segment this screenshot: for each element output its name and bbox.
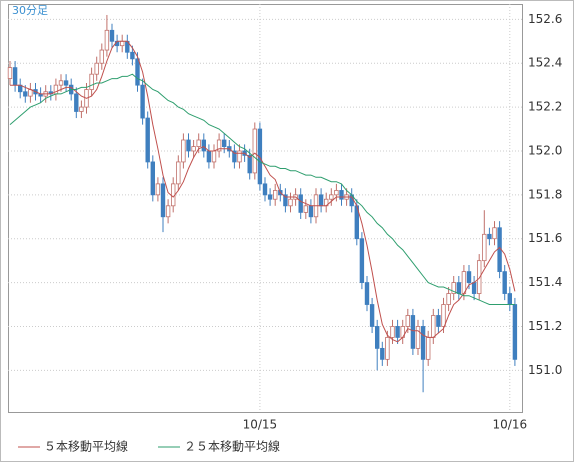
candle-body <box>502 271 507 294</box>
x-tick-label: 10/16 <box>493 418 528 432</box>
candle-body <box>476 260 482 294</box>
candle-body <box>425 337 431 360</box>
y-tick-label: 151.2 <box>528 319 562 333</box>
candle-body <box>7 67 13 79</box>
candle-body <box>23 91 28 97</box>
y-tick-label: 151.0 <box>528 363 562 377</box>
candle-body <box>456 282 461 294</box>
candle-body <box>120 40 125 47</box>
candle-body <box>334 190 339 196</box>
legend-label: ２５本移動平均線 <box>184 439 280 454</box>
candle-body <box>415 326 421 349</box>
candle-body <box>369 304 375 327</box>
candle-body <box>318 194 324 207</box>
candle-body <box>206 150 212 163</box>
candle-body <box>201 139 206 152</box>
candle-body <box>104 29 110 51</box>
candle-body <box>374 326 380 349</box>
candle-body <box>109 29 115 42</box>
candle-body <box>288 198 293 207</box>
candle-body <box>181 139 186 163</box>
candle-body <box>507 293 512 305</box>
candle-body <box>451 282 456 294</box>
candle-body <box>135 58 140 86</box>
candle-body <box>12 67 18 86</box>
candle-body <box>74 93 79 112</box>
candle-body <box>99 49 104 64</box>
y-tick-label: 152.2 <box>528 100 562 114</box>
y-tick-label: 151.6 <box>528 231 562 245</box>
candle-body <box>385 337 390 360</box>
legend-label: ５本移動平均線 <box>44 439 128 454</box>
y-tick-label: 151.4 <box>528 275 562 289</box>
candle-body <box>272 190 278 200</box>
candle-body <box>359 238 365 283</box>
candle-body <box>395 326 400 338</box>
candle-body <box>380 347 385 360</box>
candle-body <box>262 183 268 196</box>
candle-body <box>441 304 446 327</box>
candle-body <box>364 282 370 305</box>
candle-body <box>237 150 242 163</box>
candle-body <box>303 205 308 213</box>
candle-body <box>79 106 84 112</box>
candle-body <box>94 62 99 75</box>
candle-body <box>298 194 303 213</box>
candle-body <box>329 194 334 200</box>
candle-body <box>155 183 161 196</box>
candle-body <box>89 73 94 90</box>
candle-body <box>339 190 344 200</box>
candle-body <box>446 293 451 305</box>
candle-body <box>466 271 472 283</box>
candle-body <box>482 233 487 262</box>
candle-body <box>461 271 467 294</box>
candle-body <box>405 315 410 327</box>
candle-body <box>186 139 191 152</box>
candle-body <box>176 161 181 185</box>
chart-label: 30分足 <box>12 4 48 17</box>
candle-body <box>512 304 518 360</box>
candle-body <box>267 194 273 200</box>
candle-body <box>145 117 150 163</box>
candle-body <box>471 282 477 294</box>
y-tick-label: 152.4 <box>528 56 562 70</box>
candle-body <box>436 315 441 327</box>
ma-line <box>9 73 515 305</box>
candle-body <box>140 84 145 119</box>
candle-body <box>58 80 64 86</box>
y-tick-label: 151.8 <box>528 187 562 201</box>
candle-body <box>308 205 314 218</box>
candle-body <box>420 326 426 360</box>
candle-body <box>221 139 227 147</box>
candle-body <box>232 150 237 163</box>
candle-body <box>431 315 436 338</box>
candle-body <box>165 205 171 218</box>
candle-body <box>390 326 395 338</box>
candle-body <box>150 161 155 196</box>
y-tick-label: 152.6 <box>528 12 562 26</box>
candle-body <box>216 139 222 152</box>
candle-body <box>160 183 166 218</box>
candle-body <box>196 139 201 147</box>
candle-body <box>63 80 69 86</box>
candle-body <box>191 146 196 152</box>
candle-body <box>211 150 217 163</box>
candle-body <box>410 315 416 349</box>
plot-area <box>8 4 523 413</box>
candle-body <box>283 194 288 207</box>
candle-body <box>492 227 497 240</box>
y-tick-label: 152.0 <box>528 143 562 157</box>
x-tick-label: 10/15 <box>243 418 278 432</box>
candle-body <box>247 154 252 174</box>
candle-body <box>252 128 257 174</box>
candle-body <box>130 51 135 60</box>
ma-line <box>10 40 516 343</box>
candle-body <box>487 233 492 240</box>
